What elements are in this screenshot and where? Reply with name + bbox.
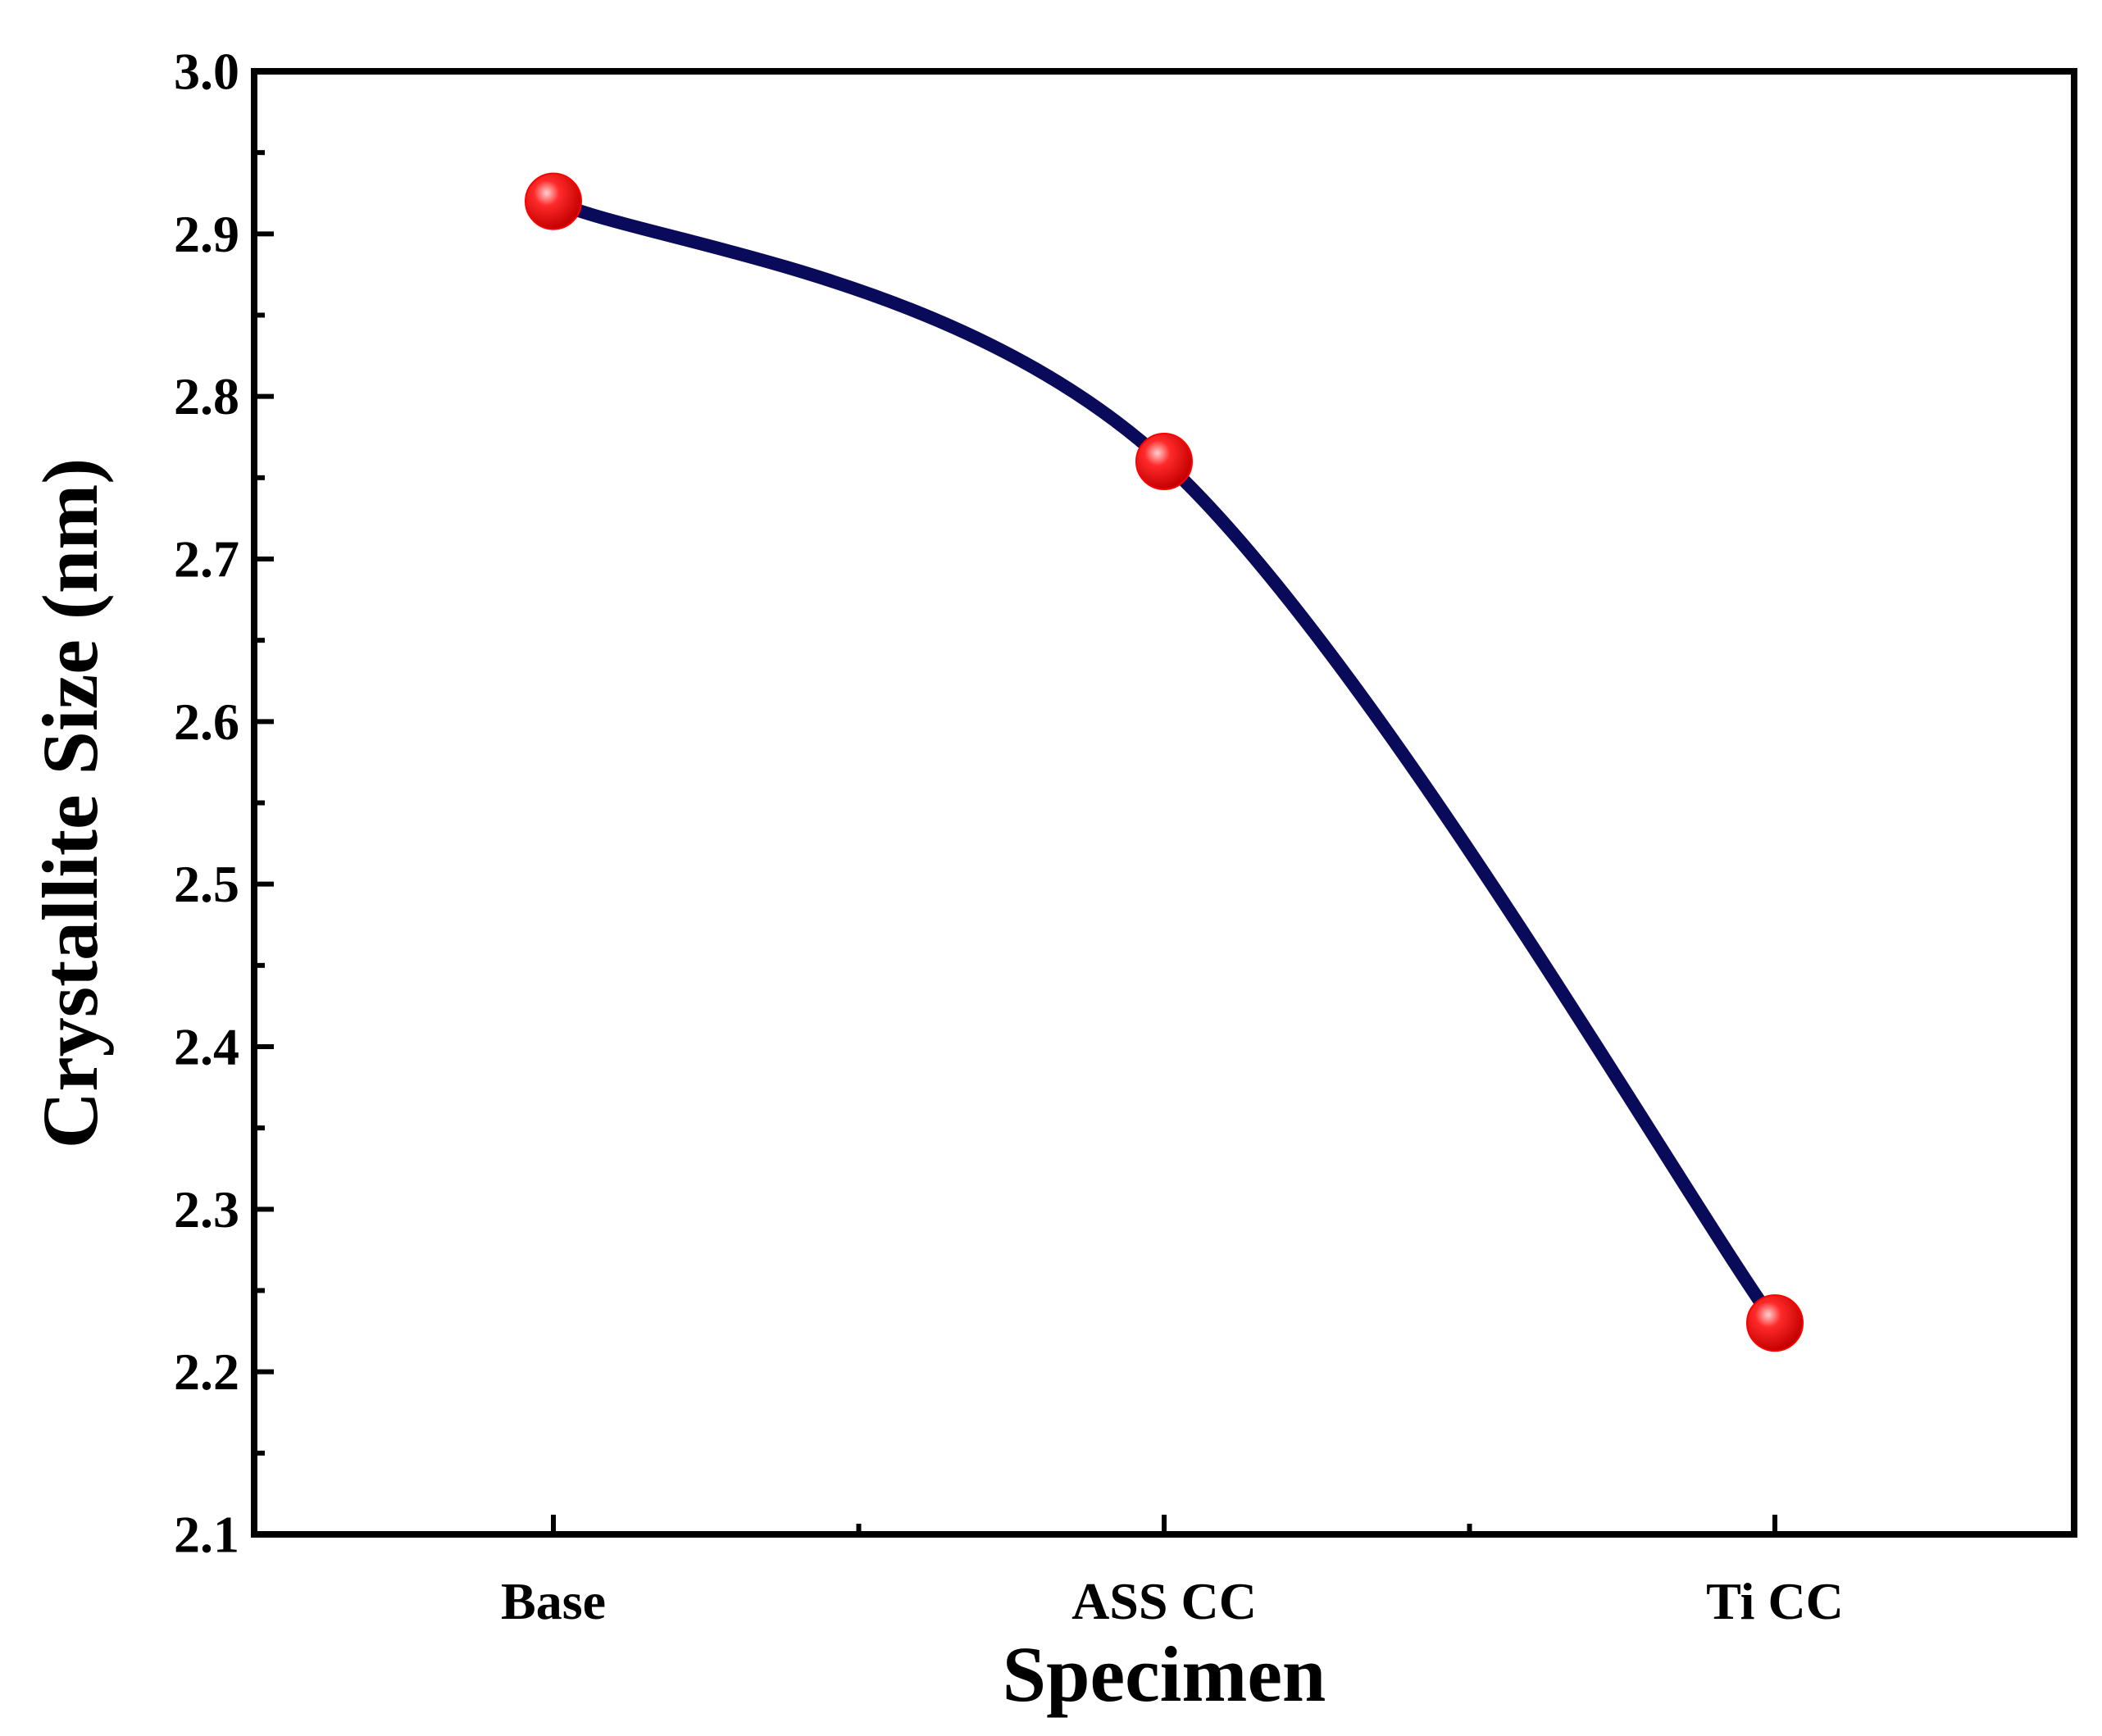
x-tick-label: Base — [501, 1572, 606, 1630]
y-tick-label: 2.7 — [174, 530, 239, 589]
data-markers — [525, 172, 1804, 1352]
data-point-marker — [525, 172, 582, 230]
data-point-marker — [1135, 433, 1193, 490]
x-tick-label: Ti CC — [1706, 1572, 1844, 1630]
y-tick-label: 3.0 — [174, 43, 239, 101]
y-tick-label: 2.5 — [174, 855, 239, 913]
y-tick-label: 2.2 — [174, 1343, 239, 1401]
x-axis-title: Specimen — [1003, 1630, 1326, 1718]
y-tick-label: 2.4 — [174, 1018, 239, 1076]
data-point-marker — [1746, 1294, 1804, 1352]
x-axis: Base ASS CC Ti CC — [501, 1515, 1844, 1630]
y-tick-label: 2.6 — [174, 693, 239, 751]
y-tick-label: 2.3 — [174, 1180, 239, 1238]
y-axis-title: Crystallite Size (nm) — [26, 458, 114, 1148]
y-axis: 2.1 2.2 2.3 2.4 2.5 2.6 2.7 2.8 2.9 3.0 — [174, 43, 274, 1564]
x-tick-label: ASS CC — [1071, 1572, 1257, 1630]
y-tick-label: 2.9 — [174, 205, 239, 263]
y-tick-label: 2.1 — [174, 1506, 239, 1564]
y-tick-label: 2.8 — [174, 367, 239, 425]
series-line — [547, 194, 1781, 1330]
